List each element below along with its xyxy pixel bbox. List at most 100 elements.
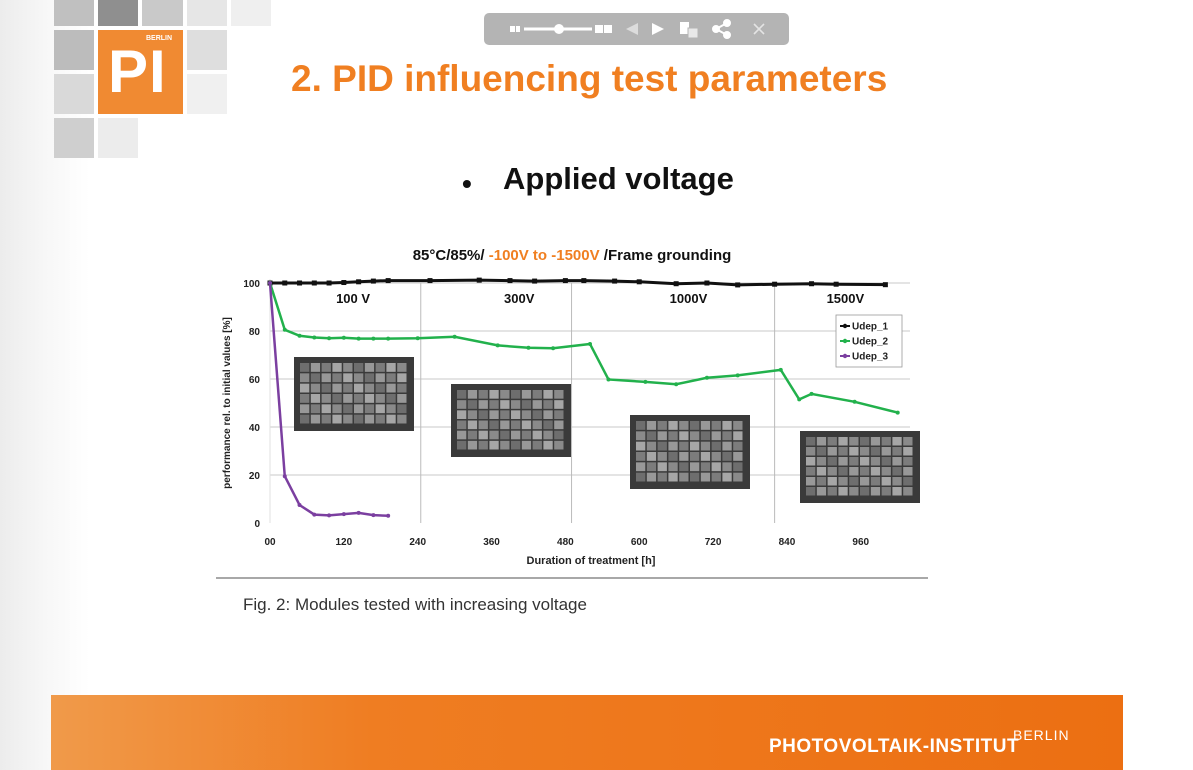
module-cell (657, 441, 667, 451)
module-cell (386, 383, 396, 393)
data-point (673, 281, 679, 287)
module-cell (386, 414, 396, 424)
module-cell (827, 477, 837, 486)
data-point (297, 333, 302, 338)
module-cell (860, 467, 870, 476)
share-icon[interactable] (712, 19, 731, 39)
data-point (636, 279, 642, 285)
stage-label: 300V (504, 291, 535, 306)
slide-title: 2. PID influencing test parameters (291, 58, 888, 99)
module-cell (711, 452, 721, 461)
module-cell (646, 472, 657, 482)
module-cell (722, 472, 732, 482)
module-cell (636, 431, 646, 441)
module-cell (364, 363, 375, 372)
legend-marker (842, 323, 848, 329)
module-cell (489, 420, 499, 430)
module-cell (543, 440, 553, 450)
module-cell (657, 421, 667, 430)
module-cell (668, 462, 678, 472)
module-cell (816, 467, 827, 476)
zoom-in-icon[interactable] (595, 25, 612, 33)
zoom-slider[interactable] (524, 24, 592, 34)
module-cell (892, 447, 902, 456)
y-axis-label: performance rel. to initial values [%] (222, 317, 233, 489)
data-point (386, 336, 391, 341)
module-cell (870, 447, 881, 456)
y-tick-label: 100 (243, 279, 260, 290)
module-cell (375, 373, 385, 383)
module-cell (903, 467, 913, 476)
module-cell (733, 431, 743, 441)
module-cell (321, 404, 331, 414)
module-cell (554, 430, 564, 440)
module-cell (397, 373, 407, 383)
module-cell (521, 430, 532, 440)
module-cell (521, 420, 532, 430)
module-cell (636, 462, 646, 472)
module-cell (860, 447, 870, 456)
module-cell (511, 390, 521, 399)
module-cell (478, 410, 488, 419)
module-cell (860, 457, 870, 466)
close-icon[interactable] (753, 23, 765, 35)
data-point (370, 278, 376, 284)
module-cell (310, 404, 321, 414)
module-cell (457, 390, 467, 399)
module-cell (849, 467, 859, 476)
module-cell (646, 421, 657, 430)
module-cell (690, 441, 700, 451)
module-cell (478, 400, 488, 409)
next-icon[interactable] (652, 23, 664, 35)
data-point (282, 327, 287, 332)
module-cell (816, 457, 827, 466)
data-point (833, 281, 839, 287)
x-tick-label: 840 (779, 537, 796, 548)
module-cell (332, 404, 342, 414)
bullet-point: • (462, 168, 472, 199)
module-cell (838, 467, 848, 476)
stage-label: 100 V (336, 291, 370, 306)
module-cell (690, 452, 700, 461)
module-cell (711, 431, 721, 441)
data-point (312, 335, 317, 340)
logo-berlin: BERLIN (146, 35, 173, 42)
module-cell (375, 414, 385, 424)
module-cell (310, 363, 321, 372)
module-cell (806, 487, 816, 496)
previous-icon[interactable] (626, 23, 638, 35)
module-cell (711, 462, 721, 472)
module-cell (467, 410, 478, 419)
data-point (507, 278, 513, 284)
module-cell (679, 472, 689, 482)
module-cell (690, 421, 700, 430)
x-axis-label: Duration of treatment [h] (527, 555, 656, 567)
module-cell (636, 472, 646, 482)
module-cell (892, 437, 902, 446)
module-cell (827, 437, 837, 446)
module-cell (300, 394, 310, 403)
module-cell (467, 400, 478, 409)
data-point (704, 280, 710, 286)
module-cell (300, 373, 310, 383)
module-cell (690, 472, 700, 482)
data-point (797, 397, 802, 402)
module-cell (364, 373, 375, 383)
footer-berlin: BERLIN (1013, 727, 1070, 743)
data-point (643, 379, 648, 384)
module-cell (679, 462, 689, 472)
module-cell (321, 394, 331, 403)
module-cell (892, 467, 902, 476)
zoom-out-icon[interactable] (510, 26, 520, 32)
module-cell (816, 487, 827, 496)
data-point (882, 282, 888, 288)
logo-square (98, 118, 138, 158)
data-point (297, 503, 302, 507)
module-cell (500, 400, 510, 409)
pages-icon[interactable] (680, 22, 699, 39)
module-cell (892, 477, 902, 486)
chart: 0 20 40 60 80 100 00 120 240 360 480 600 720 840 960 10… (216, 239, 928, 579)
logo-square (54, 118, 94, 158)
module-cell (646, 441, 657, 451)
module-cell (679, 421, 689, 430)
